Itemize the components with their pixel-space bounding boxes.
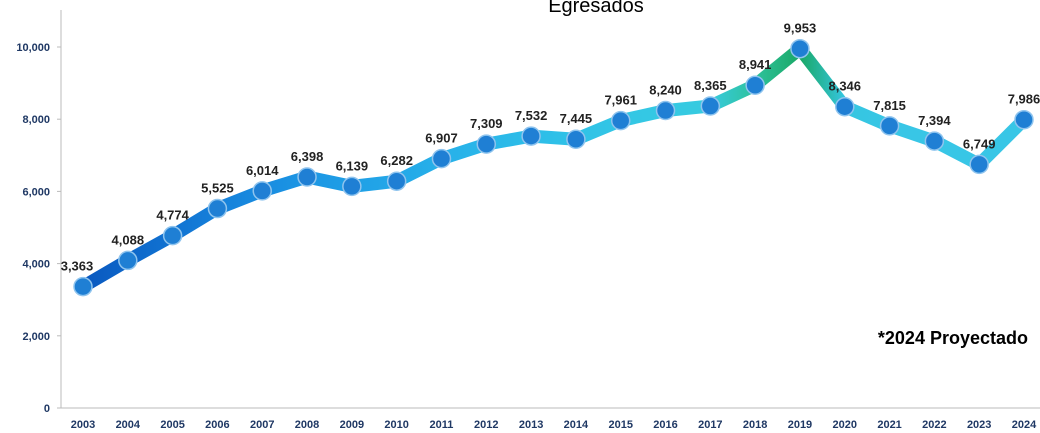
annotation: *2024 Proyectado: [878, 328, 1028, 348]
value-label: 7,815: [873, 98, 906, 113]
y-tick-label: 2,000: [22, 331, 50, 343]
marker: [297, 167, 317, 187]
value-label: 6,139: [336, 158, 369, 173]
marker: [386, 171, 407, 191]
marker: [969, 154, 989, 175]
value-label: 3,363: [61, 259, 94, 274]
marker: [879, 116, 900, 136]
value-label: 7,961: [604, 93, 637, 108]
value-label: 7,445: [560, 111, 593, 126]
x-tick-label: 2013: [519, 419, 543, 431]
y-tick-label: 6,000: [22, 186, 50, 198]
chart-title: Egresados: [548, 0, 644, 17]
value-label: 8,365: [694, 78, 727, 93]
marker: [476, 134, 497, 154]
x-tick-label: 2017: [698, 419, 722, 431]
x-tick-label: 2021: [877, 419, 901, 431]
y-tick-label: 10,000: [16, 42, 50, 54]
marker: [252, 181, 272, 201]
value-label: 8,240: [649, 83, 682, 98]
value-label: 7,309: [470, 116, 503, 131]
marker: [1014, 109, 1034, 130]
marker: [431, 148, 452, 169]
value-label: 6,907: [425, 131, 458, 146]
value-label: 6,398: [291, 149, 324, 164]
x-tick-label: 2015: [608, 419, 632, 431]
marker: [118, 250, 138, 271]
value-label: 6,282: [380, 153, 413, 168]
marker: [655, 100, 676, 121]
marker: [790, 38, 810, 59]
value-label: 8,941: [739, 57, 772, 72]
x-tick-label: 2016: [653, 419, 677, 431]
marker: [700, 96, 721, 116]
x-tick-label: 2008: [295, 419, 319, 431]
x-tick-label: 2019: [788, 419, 812, 431]
marker: [162, 225, 183, 246]
marker: [566, 129, 586, 149]
marker: [924, 131, 945, 151]
value-label: 6,749: [963, 136, 996, 151]
marker: [610, 110, 631, 131]
value-label: 7,394: [918, 113, 951, 128]
marker: [342, 176, 362, 197]
x-tick-label: 2011: [430, 419, 454, 431]
x-tick-label: 2007: [250, 419, 274, 431]
marker: [207, 198, 228, 219]
x-tick-label: 2010: [384, 419, 408, 431]
x-tick-label: 2024: [1012, 419, 1037, 431]
x-tick-label: 2004: [116, 419, 141, 431]
value-label: 9,953: [784, 21, 817, 36]
marker: [745, 75, 765, 95]
y-tick-label: 4,000: [22, 259, 50, 271]
y-tick-label: 0: [44, 403, 50, 415]
value-label: 4,088: [112, 232, 145, 247]
value-label: 5,525: [201, 181, 234, 196]
line: [76, 42, 1031, 294]
x-tick-label: 2018: [743, 419, 767, 431]
x-tick-label: 2022: [922, 419, 946, 431]
x-tick-label: 2020: [833, 419, 857, 431]
value-label: 6,014: [246, 163, 279, 178]
x-tick-label: 2012: [474, 419, 498, 431]
marker: [835, 96, 855, 117]
y-tick-label: 8,000: [22, 114, 50, 126]
x-tick-label: 2023: [967, 419, 991, 431]
value-label: 4,774: [156, 208, 189, 223]
x-tick-label: 2014: [564, 419, 589, 431]
marker: [73, 276, 93, 297]
value-label: 7,532: [515, 108, 548, 123]
value-label: 8,346: [828, 79, 861, 94]
x-tick-label: 2006: [205, 419, 229, 431]
x-tick-label: 2009: [340, 419, 364, 431]
x-tick-label: 2003: [71, 419, 95, 431]
x-tick-label: 2005: [160, 419, 184, 431]
marker: [521, 126, 541, 146]
value-label: 7,986: [1008, 92, 1040, 107]
